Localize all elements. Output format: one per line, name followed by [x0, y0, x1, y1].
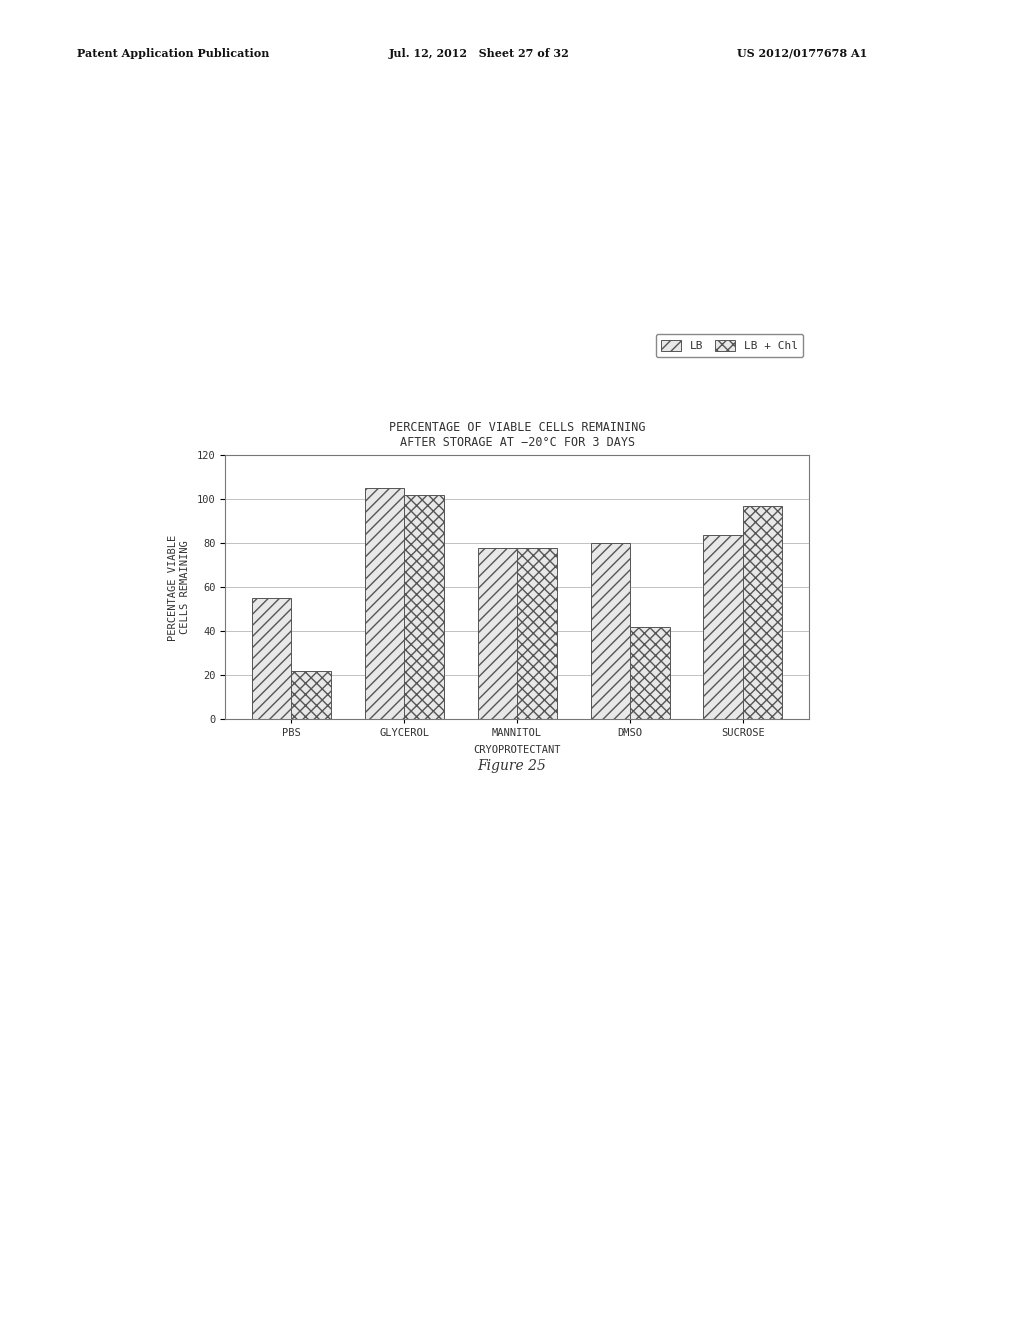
Bar	[703, 535, 743, 719]
Title: PERCENTAGE OF VIABLE CELLS REMAINING
AFTER STORAGE AT −20°C FOR 3 DAYS: PERCENTAGE OF VIABLE CELLS REMAINING AFT…	[389, 421, 645, 449]
Bar	[477, 548, 517, 719]
Bar	[252, 598, 291, 719]
Bar	[517, 548, 557, 719]
Bar	[365, 488, 404, 719]
Bar	[291, 671, 331, 719]
Y-axis label: PERCENTAGE VIABLE
CELLS REMAINING: PERCENTAGE VIABLE CELLS REMAINING	[168, 535, 189, 640]
Text: Jul. 12, 2012   Sheet 27 of 32: Jul. 12, 2012 Sheet 27 of 32	[389, 48, 570, 58]
Bar	[591, 544, 630, 719]
Text: US 2012/0177678 A1: US 2012/0177678 A1	[737, 48, 867, 58]
Bar	[404, 495, 443, 719]
X-axis label: CRYOPROTECTANT: CRYOPROTECTANT	[473, 746, 561, 755]
Text: Patent Application Publication: Patent Application Publication	[77, 48, 269, 58]
Bar	[630, 627, 670, 719]
Legend: LB, LB + Chl: LB, LB + Chl	[656, 334, 804, 356]
Bar	[743, 506, 782, 719]
Text: Figure 25: Figure 25	[477, 759, 547, 774]
